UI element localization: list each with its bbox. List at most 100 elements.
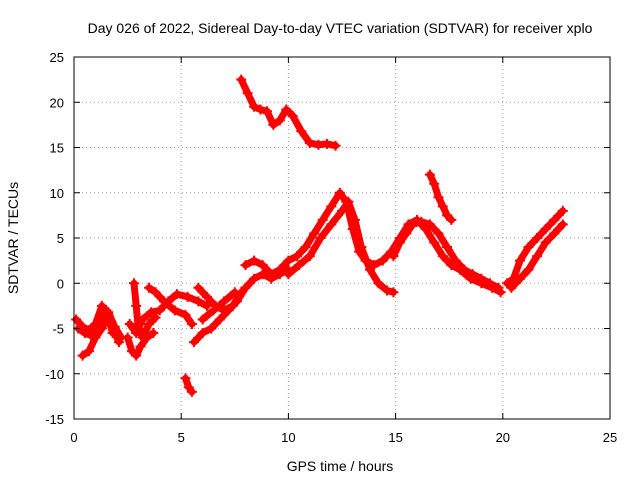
data-point bbox=[304, 251, 315, 262]
chart-title: Day 026 of 2022, Sidereal Day-to-day VTE… bbox=[88, 20, 593, 36]
x-tick-label: 20 bbox=[496, 430, 510, 445]
data-point bbox=[300, 242, 311, 253]
data-point bbox=[257, 269, 268, 280]
data-point bbox=[433, 192, 444, 203]
data-point bbox=[137, 332, 148, 343]
y-tick-label: 25 bbox=[50, 50, 64, 65]
data-point bbox=[150, 312, 161, 323]
data-point bbox=[315, 233, 326, 243]
data-point bbox=[424, 219, 435, 230]
data-point bbox=[540, 237, 551, 248]
data-point bbox=[240, 260, 251, 271]
data-point bbox=[159, 296, 170, 307]
data-point bbox=[467, 269, 478, 280]
data-point bbox=[506, 282, 517, 293]
data-point bbox=[79, 328, 90, 339]
data-point bbox=[514, 273, 525, 284]
data-point bbox=[326, 201, 337, 212]
data-point bbox=[281, 104, 292, 115]
axis-ticks: 0 5 10 15 20 25 -15 -10 -5 0 5 10 15 20 25 bbox=[45, 50, 617, 445]
data-point bbox=[493, 282, 504, 293]
data-point bbox=[364, 264, 375, 275]
data-point bbox=[287, 110, 298, 121]
y-axis-label: SDTVAR / TECUs bbox=[5, 182, 21, 294]
y-tick-label: 5 bbox=[57, 231, 64, 246]
data-point bbox=[317, 214, 328, 225]
data-point bbox=[424, 169, 435, 180]
data-point bbox=[343, 196, 354, 207]
data-point bbox=[540, 223, 551, 234]
data-point bbox=[219, 305, 230, 316]
data-point bbox=[549, 214, 560, 225]
data-point bbox=[442, 242, 453, 253]
data-point bbox=[154, 305, 165, 316]
data-point bbox=[446, 214, 457, 225]
data-point bbox=[261, 106, 272, 117]
data-point bbox=[294, 260, 305, 271]
data-point bbox=[321, 138, 332, 149]
data-point bbox=[309, 228, 320, 239]
x-axis-label: GPS time / hours bbox=[287, 458, 394, 474]
data-point bbox=[437, 251, 448, 262]
data-point bbox=[133, 323, 144, 334]
data-point bbox=[549, 228, 560, 239]
data-point bbox=[304, 137, 315, 148]
data-point bbox=[437, 201, 448, 212]
data-point bbox=[180, 373, 191, 384]
data-point bbox=[182, 291, 193, 302]
y-tick-label: 0 bbox=[57, 276, 64, 291]
data-point bbox=[103, 309, 114, 320]
y-tick-label: 15 bbox=[50, 141, 64, 156]
data-point bbox=[219, 296, 230, 307]
data-point bbox=[227, 300, 238, 311]
data-point bbox=[171, 289, 182, 300]
data-point bbox=[129, 278, 140, 289]
data-point bbox=[144, 318, 155, 329]
data-point bbox=[122, 332, 133, 343]
series-track-18 bbox=[506, 219, 568, 293]
x-tick-label: 0 bbox=[70, 430, 77, 445]
data-point bbox=[330, 140, 341, 151]
data-point bbox=[296, 126, 307, 137]
data-point bbox=[394, 237, 405, 248]
data-point bbox=[186, 386, 197, 397]
data-point bbox=[356, 242, 367, 253]
data-point bbox=[146, 307, 157, 318]
data-point bbox=[334, 187, 345, 198]
series-track-12 bbox=[236, 74, 341, 151]
y-tick-label: -10 bbox=[45, 367, 64, 382]
data-point bbox=[193, 296, 204, 307]
data-point bbox=[186, 318, 197, 329]
data-point bbox=[197, 328, 208, 339]
data-point bbox=[484, 278, 495, 289]
data-point bbox=[433, 228, 444, 239]
y-tick-label: -15 bbox=[45, 412, 64, 427]
data-point bbox=[349, 214, 360, 225]
series-track-15 bbox=[388, 216, 504, 293]
series-track-16 bbox=[424, 169, 457, 225]
data-point bbox=[523, 264, 534, 275]
series-track-11 bbox=[197, 287, 240, 325]
y-tick-label: 10 bbox=[50, 186, 64, 201]
data-point bbox=[249, 255, 260, 266]
data-point bbox=[236, 74, 247, 85]
data-point bbox=[337, 205, 347, 216]
data-point bbox=[416, 216, 427, 227]
data-point bbox=[388, 251, 399, 262]
data-point bbox=[523, 242, 534, 253]
data-point bbox=[382, 285, 393, 296]
data-point bbox=[429, 178, 440, 189]
x-tick-label: 15 bbox=[388, 430, 402, 445]
data-point bbox=[274, 115, 285, 126]
data-point bbox=[148, 328, 159, 339]
data-point bbox=[96, 323, 107, 334]
x-tick-label: 10 bbox=[281, 430, 295, 445]
data-point bbox=[124, 318, 135, 329]
series-track-7 bbox=[144, 282, 197, 329]
data-point bbox=[476, 273, 487, 284]
data-point bbox=[180, 309, 191, 320]
y-tick-label: 20 bbox=[50, 95, 64, 110]
data-point bbox=[193, 282, 204, 293]
data-point bbox=[313, 139, 324, 150]
